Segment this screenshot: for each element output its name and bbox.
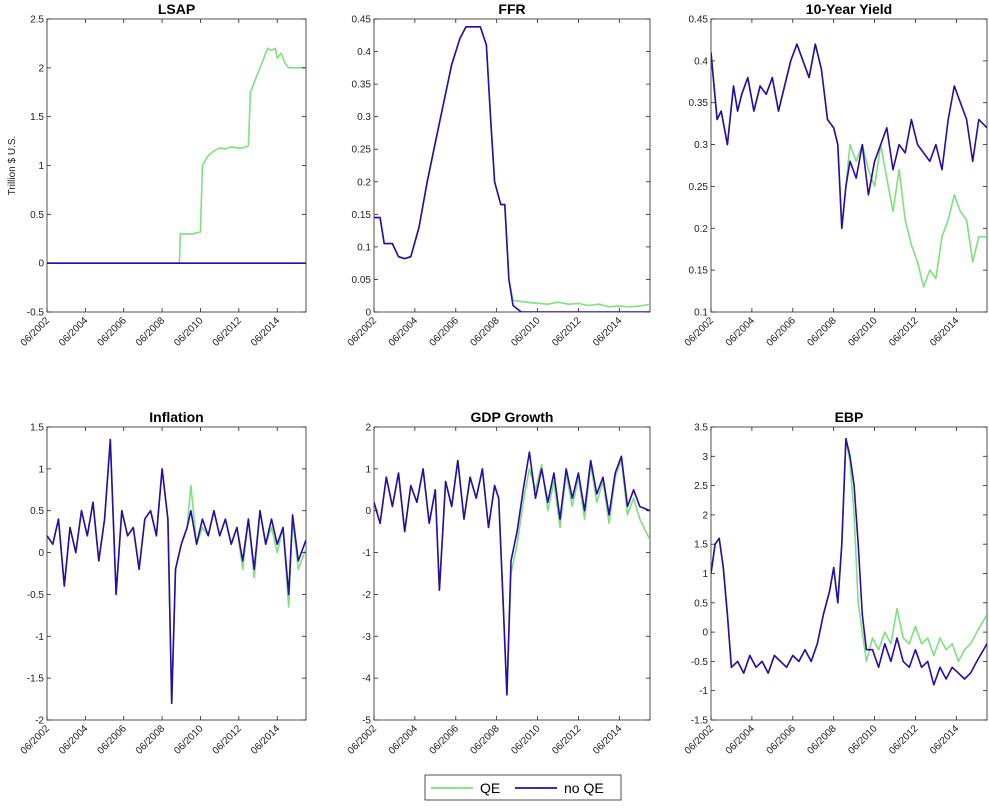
legend-label-no-qe: no QE: [564, 780, 604, 796]
series-line-no-qe-inflation: [47, 438, 306, 705]
y-tick-label: 0.15: [352, 210, 372, 221]
plot-area-gdp-growth: [373, 426, 651, 721]
y-tick-label: 3.5: [694, 423, 708, 434]
plot-area-inflation: [46, 426, 307, 721]
y-tick-label: 0.5: [694, 598, 708, 609]
series-line-no-qe-gdp-growth: [374, 451, 650, 696]
y-tick-label: 2.5: [694, 481, 708, 492]
chart-title-ebp: EBP: [835, 409, 864, 425]
y-tick-label: 2: [38, 63, 44, 74]
legend: QE no QE: [424, 774, 622, 801]
y-tick-label: 0.3: [694, 140, 708, 151]
y-tick-label: -4: [362, 674, 371, 685]
y-tick-label: 0.35: [352, 80, 372, 91]
y-tick-label: 0.15: [689, 266, 709, 277]
y-tick-label: 0.45: [689, 15, 709, 26]
y-tick-label: 1.5: [694, 540, 708, 551]
y-tick-label: -1.5: [27, 674, 45, 685]
series-line-qe-lsap: [47, 47, 306, 265]
y-tick-label: 2: [365, 423, 371, 434]
y-tick-label: -1: [362, 548, 371, 559]
y-tick-label: 1: [365, 464, 371, 475]
y-tick-label: 2.5: [30, 15, 44, 26]
y-tick-label: 1: [702, 569, 708, 580]
y-tick-label: 1.5: [30, 423, 44, 434]
y-tick-label: 0.4: [694, 56, 708, 67]
y-tick-label: 0.35: [689, 98, 709, 109]
panel-lsap: -0.500.511.522.506/2002 06/2004 06/2006 06/…: [7, 1, 307, 349]
y-tick-label: -3: [362, 632, 371, 643]
y-tick-label: 0: [38, 548, 44, 559]
y-axis-label-lsap: Trillion $ U.S.: [7, 136, 18, 196]
y-tick-label: -1: [699, 686, 708, 697]
chart-title-inflation: Inflation: [149, 409, 203, 425]
y-tick-label: 0.45: [352, 15, 372, 26]
y-tick-label: 0.05: [352, 275, 372, 286]
y-tick-label: 0: [365, 506, 371, 517]
chart-title-ffr: FFR: [498, 1, 525, 17]
y-tick-label: -0.5: [691, 657, 709, 668]
panel-ffr: 00.050.10.150.20.250.30.350.40.4506/2002…: [346, 1, 651, 349]
y-tick-label: -0.5: [27, 590, 45, 601]
y-tick-label: 1: [38, 161, 44, 172]
panel-inflation: -2-1.5-1-0.500.511.506/2002 06/2004 06/200…: [19, 409, 307, 757]
y-tick-label: 0: [38, 259, 44, 270]
y-tick-label: 0.2: [694, 224, 708, 235]
chart-title-gdp-growth: GDP Growth: [471, 409, 554, 425]
y-tick-label: 0.25: [352, 145, 372, 156]
y-tick-label: 2: [702, 510, 708, 521]
y-tick-label: -2: [362, 590, 371, 601]
y-tick-label: 1.5: [30, 112, 44, 123]
chart-title-10-year-yield: 10-Year Yield: [806, 1, 892, 17]
plot-area-ffr: [373, 18, 651, 313]
plot-area-lsap: [46, 18, 307, 313]
y-tick-label: 0.2: [357, 177, 371, 188]
y-tick-label: 0.4: [357, 47, 371, 58]
y-tick-label: 3: [702, 452, 708, 463]
y-tick-label: -1: [35, 632, 44, 643]
y-tick-label: 0: [365, 308, 371, 319]
series-line-no-qe-ebp: [711, 437, 987, 686]
series-line-no-qe-ffr: [374, 25, 650, 312]
y-tick-label: -1.5: [691, 716, 709, 727]
y-tick-label: -5: [362, 716, 371, 727]
y-tick-label: -2: [35, 716, 44, 727]
legend-label-qe: QE: [480, 780, 500, 796]
y-tick-label: 0.1: [694, 308, 708, 319]
plot-area-ebp: [710, 426, 988, 721]
y-tick-label: -0.5: [27, 308, 45, 319]
chart-title-lsap: LSAP: [158, 1, 195, 17]
y-tick-label: 0: [702, 628, 708, 639]
y-tick-label: 0.1: [357, 242, 371, 253]
y-tick-label: 0.3: [357, 112, 371, 123]
panel-ebp: -1.5-1-0.500.511.522.533.506/2002 06/2004…: [683, 409, 988, 757]
y-tick-label: 1: [38, 464, 44, 475]
y-tick-label: 0.5: [30, 506, 44, 517]
y-tick-label: 0.5: [30, 210, 44, 221]
series-line-no-qe-10-year-yield: [711, 43, 987, 230]
y-tick-label: 0.25: [689, 182, 709, 193]
